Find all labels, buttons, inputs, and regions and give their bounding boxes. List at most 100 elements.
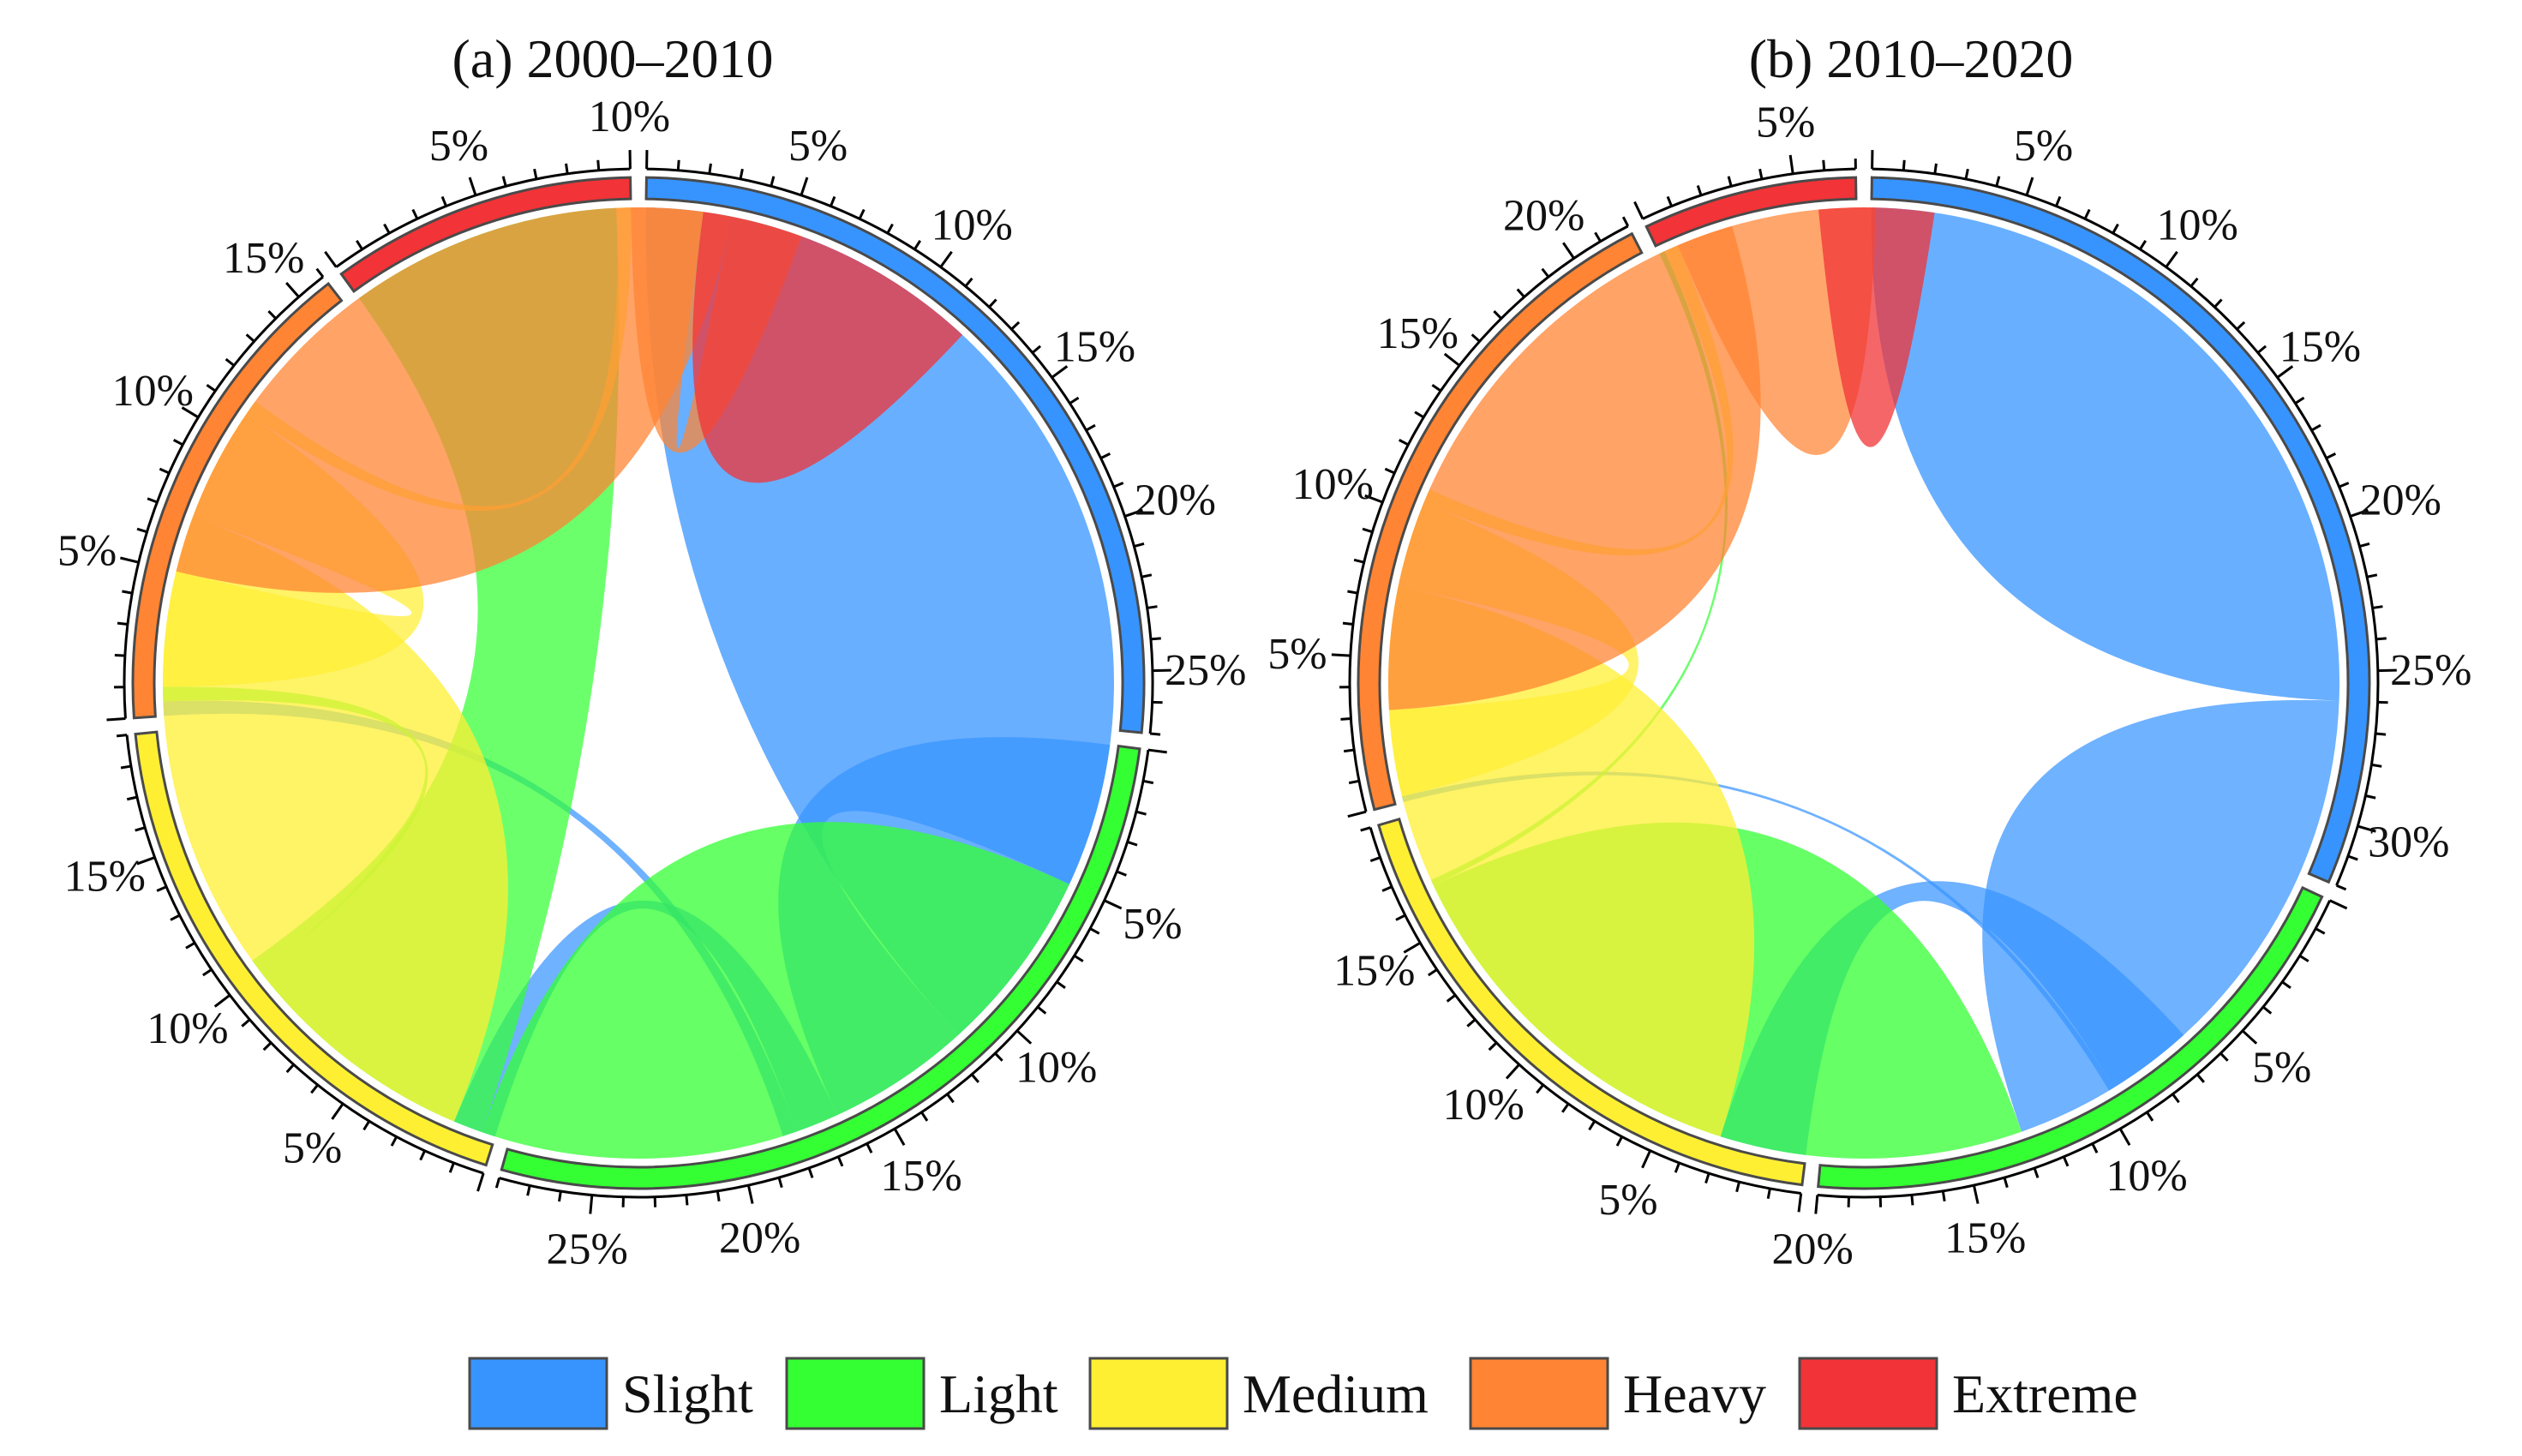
ribbon-heavy-heavy	[1387, 225, 1761, 710]
tick-light	[589, 1195, 594, 1214]
tick-light	[1147, 748, 1167, 754]
legend-swatch-light	[785, 1357, 926, 1430]
tick-heavy	[120, 556, 140, 564]
tick-light	[2262, 1005, 2273, 1015]
tick-heavy	[1342, 621, 1354, 626]
tick-label-extreme: 5%	[429, 122, 488, 171]
tick-light	[1941, 1190, 1946, 1201]
axis-arc-heavy	[1348, 225, 1629, 812]
tick-medium	[1466, 1018, 1477, 1028]
tick-extreme	[533, 168, 538, 180]
tick-medium	[213, 994, 231, 1008]
tick-label-light: 10%	[1015, 1044, 1097, 1093]
tick-slight	[1150, 637, 1161, 641]
tick-label-slight: 20%	[1135, 476, 1216, 524]
tick-medium	[1735, 1181, 1740, 1193]
group-arcs-b	[1357, 176, 2371, 1190]
ribbons-a	[162, 207, 1115, 1159]
tick-slight	[1995, 176, 2001, 187]
tick-medium	[310, 1084, 319, 1094]
tick-heavy	[1347, 590, 1358, 595]
legend-swatch-medium	[1088, 1357, 1229, 1430]
tick-medium	[331, 1103, 344, 1120]
tick-heavy	[285, 282, 300, 298]
legend-label-light: Light	[939, 1363, 1058, 1424]
ribbon-extreme-extreme	[692, 212, 963, 483]
tick-label-heavy: 15%	[1377, 309, 1459, 358]
tick-light	[920, 1111, 929, 1122]
tick-medium	[390, 1135, 398, 1147]
tick-label-medium: 5%	[283, 1124, 342, 1173]
tick-heavy	[315, 267, 325, 279]
tick-light	[1116, 870, 1127, 877]
tick-slight	[1141, 573, 1153, 578]
tick-slight	[1069, 396, 1080, 404]
tick-medium	[1561, 1103, 1570, 1113]
ribbon-heavy-heavy	[176, 207, 732, 593]
tick-light	[1015, 1029, 1033, 1045]
tick-label-slight: 15%	[2279, 323, 2361, 372]
legend-swatch-heavy	[1469, 1357, 1609, 1430]
tick-light	[1104, 899, 1123, 910]
tick-slight	[676, 159, 680, 171]
tick-extreme	[411, 208, 419, 219]
tick-slight	[1051, 365, 1069, 379]
tick-medium	[1427, 968, 1438, 977]
tick-slight	[1031, 345, 1042, 354]
tick-heavy	[147, 497, 158, 504]
tick-slight	[800, 177, 809, 196]
tick-slight	[2139, 239, 2148, 250]
tick-medium	[1403, 941, 1422, 954]
tick-heavy	[1516, 288, 1525, 298]
axis-arc-extreme	[335, 167, 631, 268]
arc-medium	[1376, 817, 1806, 1187]
tick-extreme	[1633, 201, 1644, 219]
tick-heavy	[159, 467, 170, 475]
tick-medium	[448, 1162, 455, 1173]
tick-extreme	[1758, 168, 1764, 180]
arc-medium	[134, 730, 494, 1167]
arc-extreme	[339, 176, 632, 294]
tick-heavy	[1621, 216, 1630, 227]
legend-swatch-extreme	[1798, 1357, 1938, 1430]
tick-light	[2172, 1093, 2180, 1104]
tick-light	[1037, 1005, 1047, 1015]
tick-light	[2315, 927, 2326, 935]
tick-light	[1135, 810, 1147, 816]
tick-heavy	[1431, 384, 1442, 392]
tick-medium	[1505, 1064, 1520, 1080]
tick-slight	[1147, 605, 1158, 609]
tick-heavy	[1594, 231, 1602, 243]
arc-slight	[644, 176, 1146, 734]
tick-label-light: 20%	[1772, 1225, 1854, 1273]
tick-heavy	[267, 310, 277, 320]
tick-medium	[201, 968, 213, 977]
axis-arc-medium	[1369, 827, 1801, 1195]
tick-slight	[2165, 250, 2178, 268]
tick-light	[1073, 954, 1084, 962]
tick-light	[807, 1167, 814, 1178]
legend-label-heavy: Heavy	[1623, 1363, 1766, 1424]
tick-heavy	[1562, 242, 1575, 260]
tick-light	[2329, 899, 2348, 910]
tick-slight	[1124, 508, 1143, 518]
tick-slight	[1964, 168, 1969, 180]
tick-light	[893, 1128, 906, 1146]
tick-slight	[2377, 668, 2397, 673]
tick-extreme	[596, 159, 601, 171]
tick-label-slight: 30%	[2368, 818, 2449, 866]
tick-light	[746, 1184, 754, 1204]
tick-slight	[2236, 321, 2246, 331]
tick-light	[1972, 1184, 1980, 1204]
tick-extreme	[1696, 185, 1703, 196]
chord-panel-2000-2010: (a) 2000–2010 5% 10% 15% 20% 25% 5% 10% 15% 20% 2…	[57, 28, 1247, 1273]
tick-slight	[739, 168, 744, 180]
tick-light	[1910, 1195, 1914, 1206]
tick-heavy	[1364, 494, 1383, 504]
tick-slight	[2025, 177, 2034, 196]
tick-slight	[1099, 452, 1111, 459]
tick-label-slight: 10%	[2156, 201, 2237, 249]
tick-label-light: 5%	[2252, 1044, 2311, 1093]
legend-swatch-slight	[468, 1357, 608, 1430]
tick-slight	[2357, 824, 2376, 833]
